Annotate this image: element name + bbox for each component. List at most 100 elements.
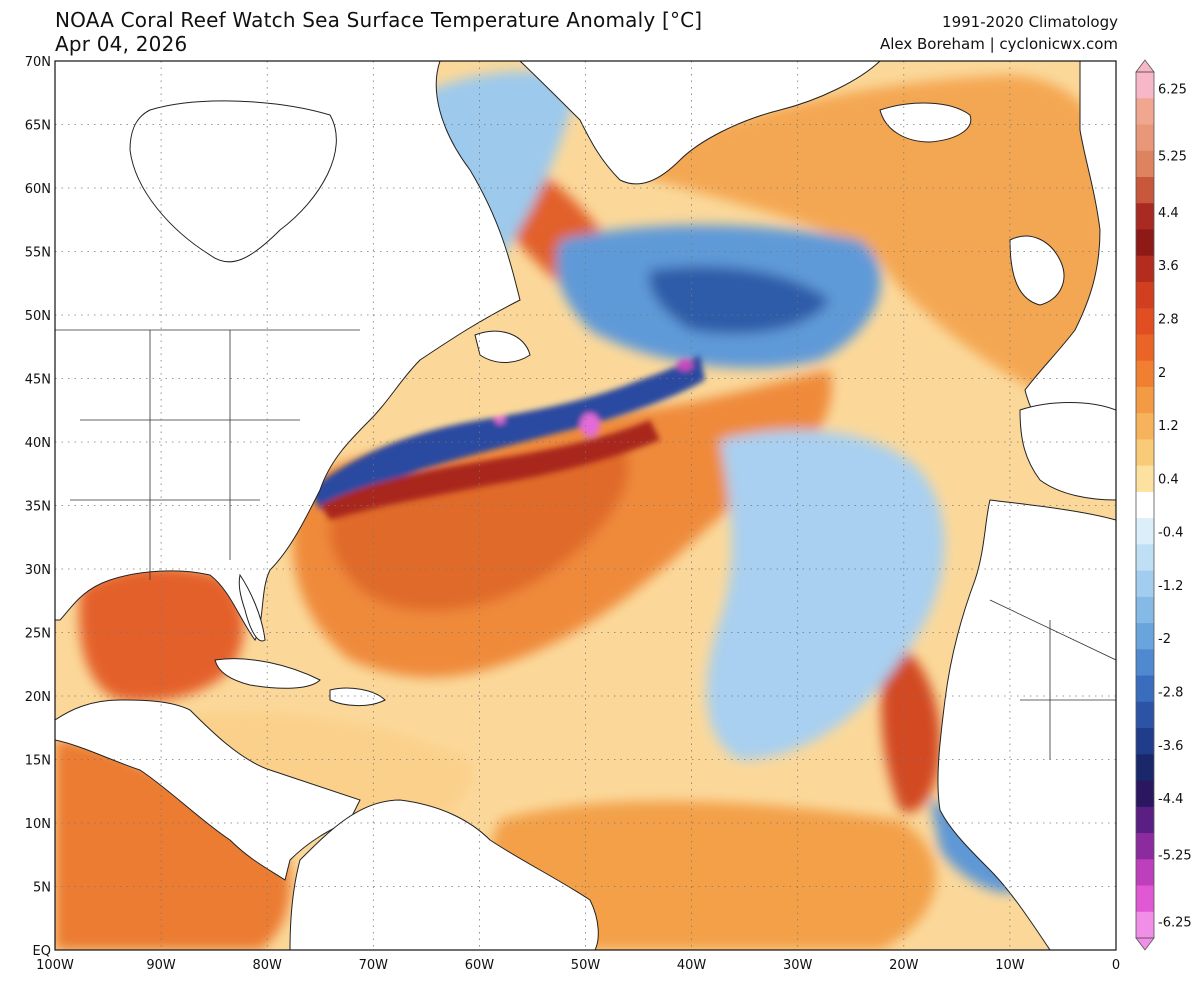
colorbar-frame xyxy=(1135,71,1155,939)
latitude-label: 20N xyxy=(25,690,51,705)
colorbar-labels: 6.25 5.25 4.4 3.6 2.8 2 1.2 0.4 -0.4 -1.2 -2 -2.8 -3… xyxy=(1158,83,1192,931)
title-block: NOAA Coral Reef Watch Sea Surface Temper… xyxy=(55,8,702,56)
colorbar-swatch xyxy=(1136,491,1154,519)
colorbar-swatch xyxy=(1136,413,1154,440)
latitude-label: 55N xyxy=(25,246,51,261)
longitude-label: 80W xyxy=(252,958,282,973)
east-pacific-warm xyxy=(55,740,291,950)
colorbar-swatch xyxy=(1136,833,1154,860)
colorbar-label: 2 xyxy=(1158,366,1166,381)
latitude-label: 25N xyxy=(25,627,51,642)
colorbar-swatch xyxy=(1136,386,1154,414)
longitude-label: 20W xyxy=(889,958,919,973)
south-america xyxy=(289,799,599,950)
colorbar-swatch xyxy=(1136,124,1154,152)
colorbar-swatch xyxy=(1136,255,1154,283)
greenland xyxy=(519,61,881,185)
land xyxy=(55,61,1116,950)
longitude-label: 0 xyxy=(1112,958,1120,973)
map-title: NOAA Coral Reef Watch Sea Surface Temper… xyxy=(55,8,703,32)
colorbar-label: -0.4 xyxy=(1158,526,1183,541)
colorbar-swatch xyxy=(1136,281,1154,309)
latitude-label: 50N xyxy=(25,309,51,324)
colorbar-label: 0.4 xyxy=(1158,472,1179,487)
longitude-label: 100W xyxy=(36,958,74,973)
africa-borders xyxy=(989,599,1116,760)
colorbar-swatch xyxy=(1136,308,1154,336)
borders xyxy=(55,329,1116,760)
north-america xyxy=(55,61,521,641)
central-atlantic-cool xyxy=(706,430,945,760)
colorbar-max-arrow xyxy=(1135,59,1155,73)
ne-atlantic-warm xyxy=(620,75,1110,400)
colorbar-swatch xyxy=(1136,780,1154,808)
longitude-label: 70W xyxy=(359,958,389,973)
map-frame xyxy=(54,60,1117,951)
colorbar-swatch xyxy=(1136,885,1154,913)
colorbar-label: -5.25 xyxy=(1158,849,1192,864)
latitude-labels: 70N 65N 60N 55N 50N 45N 40N 35N 30N 25N 20N 15N 10N 5… xyxy=(25,55,51,959)
colorbar xyxy=(1135,59,1155,951)
colorbar-label: 4.4 xyxy=(1158,206,1179,221)
longitude-labels: 100W 90W 80W 70W 60W 50W 40W 30W 20W 10W 0 xyxy=(36,958,1120,973)
latitude-label: 70N xyxy=(25,55,51,70)
graticule xyxy=(55,61,1116,950)
colorbar-swatch xyxy=(1136,98,1154,126)
colorbar-swatch xyxy=(1136,150,1154,178)
british-isles xyxy=(1009,235,1065,306)
gulf-stream-cold-edge xyxy=(310,355,705,510)
longitude-label: 90W xyxy=(146,958,176,973)
us-state-borders xyxy=(70,330,300,580)
longitude-label: 60W xyxy=(465,958,495,973)
longitude-label: 10W xyxy=(995,958,1025,973)
canary-warm xyxy=(881,640,941,813)
colorbar-swatch xyxy=(1136,911,1154,939)
hispaniola xyxy=(329,687,386,707)
colorbar-label: 3.6 xyxy=(1158,259,1179,274)
colorbar-swatch xyxy=(1136,623,1154,650)
newfoundland xyxy=(474,330,531,363)
latitude-label: 15N xyxy=(25,754,51,769)
colorbar-swatch xyxy=(1136,72,1154,99)
colorbar-swatch xyxy=(1136,728,1154,755)
colorbar-label: -4.4 xyxy=(1158,792,1183,807)
colorbar-label: 1.2 xyxy=(1158,419,1179,434)
colorbar-swatch xyxy=(1136,465,1154,493)
colorbar-swatch xyxy=(1136,439,1154,467)
extreme-cold-eddy xyxy=(495,416,505,424)
longitude-label: 50W xyxy=(571,958,601,973)
gulf-stream-front xyxy=(310,355,705,520)
iceland xyxy=(879,102,972,143)
colorbar-swatch xyxy=(1136,649,1154,677)
latitude-label: 30N xyxy=(25,563,51,578)
colorbar-swatch xyxy=(1136,675,1154,703)
latitude-label: 65N xyxy=(25,119,51,134)
iberia xyxy=(1019,402,1116,501)
colorbar-swatch xyxy=(1136,176,1154,204)
colorbar-swatch xyxy=(1136,360,1154,388)
latitude-label: 5N xyxy=(33,881,51,896)
colorbar-swatch xyxy=(1136,570,1154,598)
longitude-label: 30W xyxy=(783,958,813,973)
map-date: Apr 04, 2026 xyxy=(55,32,188,56)
colorbar-min-arrow xyxy=(1135,937,1155,951)
colorbar-swatch xyxy=(1136,518,1154,545)
colorbar-swatch xyxy=(1136,544,1154,572)
colorbar-swatch xyxy=(1136,334,1154,362)
latitude-label: 35N xyxy=(25,500,51,515)
latitude-label: 10N xyxy=(25,817,51,832)
colorbar-label: -3.6 xyxy=(1158,739,1183,754)
north-atlantic-cold-core xyxy=(649,266,830,334)
colorbar-swatch xyxy=(1136,859,1154,887)
equatorial-warm xyxy=(489,801,937,950)
climatology-label: 1991-2020 Climatology xyxy=(942,13,1118,31)
extreme-cold-eddy xyxy=(677,359,693,371)
colorbar-swatch xyxy=(1136,754,1154,782)
central-america xyxy=(55,699,361,881)
map-field xyxy=(55,61,1116,950)
colorbar-swatch xyxy=(1136,596,1154,624)
colorbar-label: -6.25 xyxy=(1158,915,1192,930)
colorbar-swatch xyxy=(1136,806,1154,834)
colorbar-swatch xyxy=(1136,701,1154,729)
